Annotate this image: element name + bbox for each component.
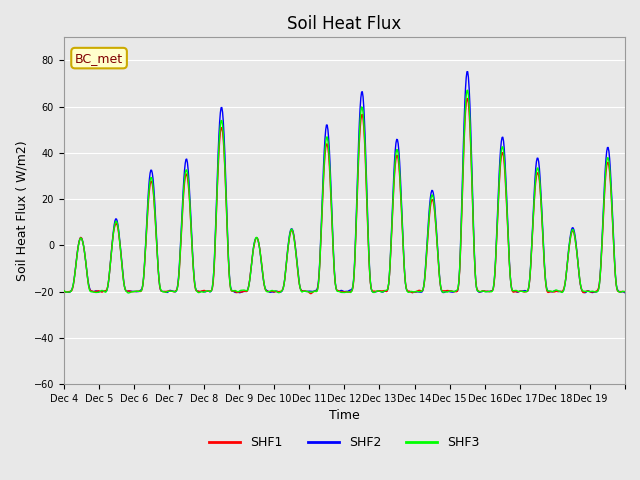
Title: Soil Heat Flux: Soil Heat Flux xyxy=(287,15,401,33)
Text: BC_met: BC_met xyxy=(75,51,123,65)
Y-axis label: Soil Heat Flux ( W/m2): Soil Heat Flux ( W/m2) xyxy=(15,140,28,281)
X-axis label: Time: Time xyxy=(329,409,360,422)
Legend: SHF1, SHF2, SHF3: SHF1, SHF2, SHF3 xyxy=(204,431,485,454)
